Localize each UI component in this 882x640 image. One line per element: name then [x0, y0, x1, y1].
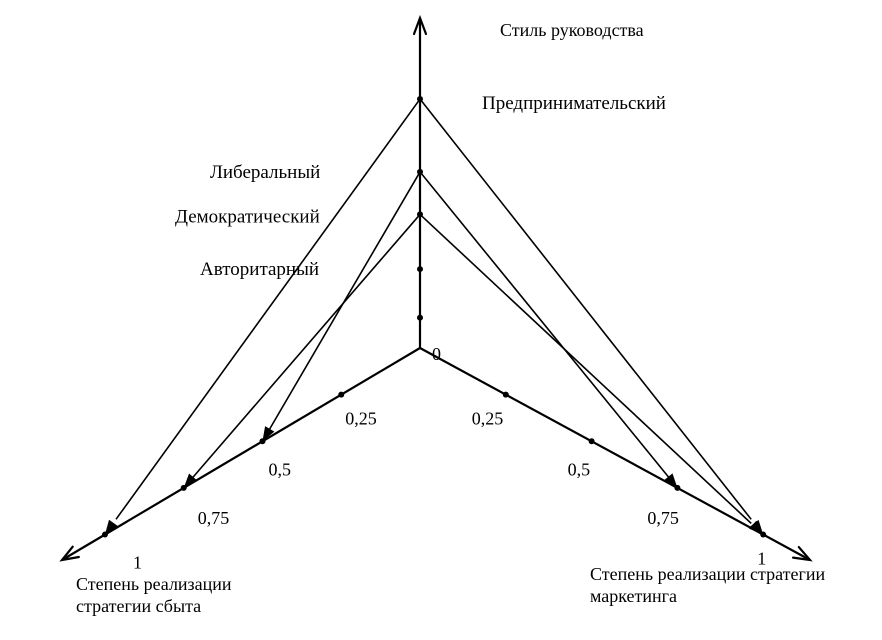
style-label-entrepreneurial: Предпринимательский: [482, 93, 666, 114]
line-entrepreneurial-right: [420, 99, 751, 519]
line-liberal-right: [420, 172, 668, 477]
axis-title-right: Степень реализации стратегиимаркетинга: [590, 564, 826, 606]
tick-label-zero: 0: [432, 344, 441, 364]
tick-left: [338, 392, 344, 398]
tick-label-right: 0,5: [568, 459, 591, 479]
line-democratic-left: [192, 214, 420, 478]
axis-title-top: Стиль руководства: [500, 20, 644, 40]
axis-title-left: Степень реализациистратегии сбыта: [76, 574, 232, 616]
style-label-authoritarian: Авторитарный: [200, 259, 319, 280]
ticks: [102, 96, 766, 538]
connector-lines: [105, 99, 763, 535]
axis-left: [62, 348, 420, 560]
axes: [62, 18, 810, 560]
tick-label-left: 0,25: [345, 409, 377, 429]
tick-label-left: 0,75: [198, 508, 230, 528]
tick-top-extra: [417, 315, 423, 321]
tick-label-left: 0,5: [268, 459, 291, 479]
style-point-authoritarian: [417, 266, 423, 272]
style-label-democratic: Демократический: [175, 206, 320, 227]
tick-label-right: 0,25: [472, 409, 504, 429]
tick-right: [589, 438, 595, 444]
tick-label-left: 1: [133, 553, 142, 573]
tick-label-right: 0,75: [647, 508, 679, 528]
style-label-liberal: Либеральный: [210, 162, 320, 183]
tick-right: [503, 392, 509, 398]
